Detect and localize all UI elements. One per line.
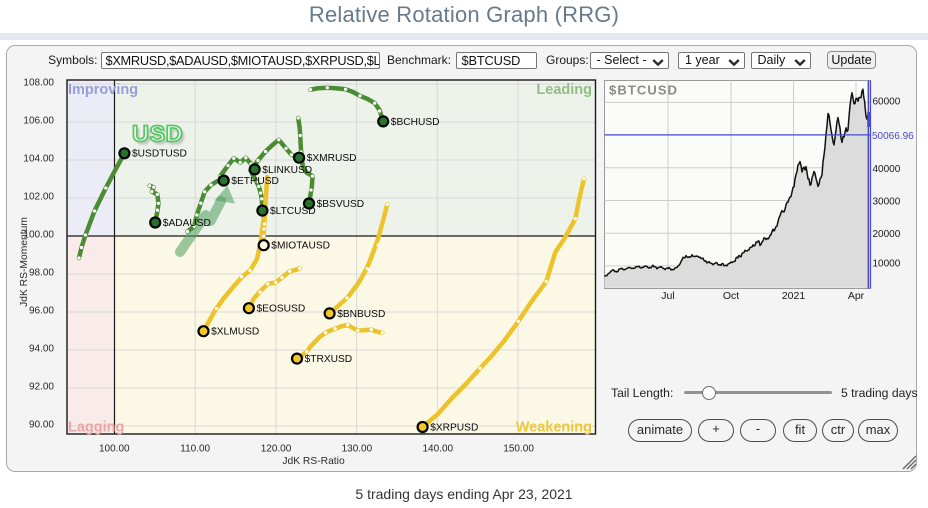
svg-text:10000: 10000: [873, 259, 901, 270]
svg-text:$USDTUSD: $USDTUSD: [132, 149, 187, 160]
svg-text:JdK RS-Ratio: JdK RS-Ratio: [282, 456, 345, 467]
svg-text:$ADAUSD: $ADAUSD: [163, 218, 211, 229]
svg-text:20000: 20000: [873, 229, 901, 240]
svg-text:$BSVUSD: $BSVUSD: [317, 199, 365, 210]
svg-text:$BNBUSD: $BNBUSD: [337, 309, 385, 320]
svg-text:30000: 30000: [873, 197, 901, 208]
svg-text:Improving: Improving: [68, 82, 138, 98]
svg-text:98.00: 98.00: [29, 268, 54, 279]
svg-text:Oct: Oct: [723, 290, 739, 302]
svg-text:108.00: 108.00: [23, 78, 54, 89]
svg-text:40000: 40000: [873, 164, 901, 175]
svg-text:106.00: 106.00: [23, 116, 54, 127]
svg-text:92.00: 92.00: [29, 382, 54, 393]
svg-text:$LTCUSD: $LTCUSD: [270, 206, 316, 217]
svg-text:$XLMUSD: $XLMUSD: [211, 327, 259, 338]
svg-text:$XMRUSD: $XMRUSD: [307, 153, 357, 164]
svg-text:96.00: 96.00: [29, 306, 54, 317]
svg-text:120.00: 120.00: [261, 444, 292, 455]
svg-text:$XRPUSD: $XRPUSD: [430, 422, 478, 433]
svg-text:100.00: 100.00: [23, 230, 54, 241]
svg-text:94.00: 94.00: [29, 344, 54, 355]
svg-text:130.00: 130.00: [342, 444, 373, 455]
svg-text:Lagging: Lagging: [68, 420, 124, 436]
svg-text:50066.96: 50066.96: [872, 131, 914, 142]
svg-text:$LINKUSD: $LINKUSD: [262, 165, 312, 176]
svg-text:USD: USD: [135, 124, 186, 150]
svg-text:Leading: Leading: [536, 82, 592, 98]
svg-text:$ETHUSD: $ETHUSD: [231, 176, 279, 187]
svg-text:Apr: Apr: [848, 290, 865, 302]
svg-text:$EOSUSD: $EOSUSD: [257, 304, 306, 315]
svg-text:Jul: Jul: [661, 290, 674, 302]
svg-text:110.00: 110.00: [180, 444, 210, 455]
svg-text:104.00: 104.00: [23, 154, 54, 165]
svg-text:$MIOTAUSD: $MIOTAUSD: [271, 241, 330, 252]
svg-text:$TRXUSD: $TRXUSD: [305, 354, 353, 365]
svg-text:100.00: 100.00: [99, 444, 130, 455]
svg-text:$BTCUSD: $BTCUSD: [609, 83, 678, 98]
svg-text:90.00: 90.00: [29, 420, 54, 431]
svg-text:Weakening: Weakening: [516, 420, 592, 436]
svg-text:150.00: 150.00: [503, 444, 534, 455]
svg-text:$BCHUSD: $BCHUSD: [391, 117, 440, 128]
svg-text:140.00: 140.00: [423, 444, 454, 455]
svg-text:60000: 60000: [873, 97, 901, 108]
svg-text:2021: 2021: [782, 290, 806, 302]
svg-text:102.00: 102.00: [23, 192, 54, 203]
svg-text:USD: USD: [132, 121, 183, 147]
svg-text:JdK RS-Momentum: JdK RS-Momentum: [19, 217, 30, 307]
